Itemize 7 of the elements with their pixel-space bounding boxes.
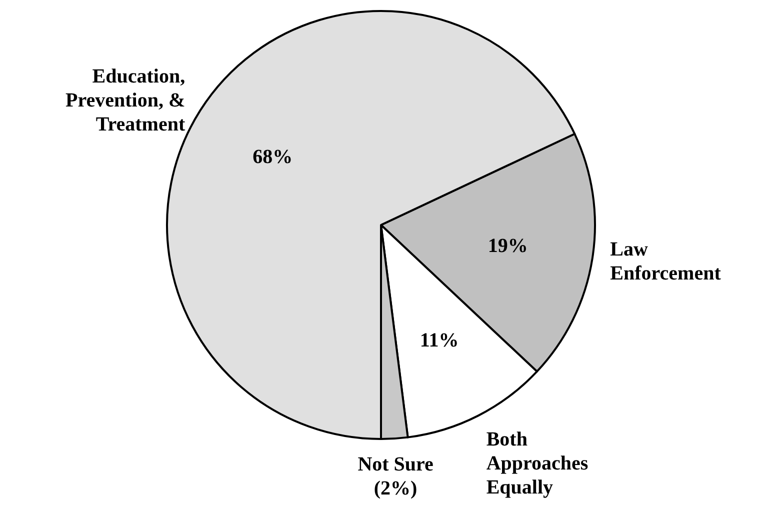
slice-label: Education, Prevention, & Treatment [66, 66, 186, 136]
data-label: 19% [488, 235, 528, 258]
slice-label: Law Enforcement [610, 238, 722, 284]
slice-label: Not Sure (2%) [358, 454, 434, 500]
slice-label: Both Approaches Equally [486, 428, 588, 499]
data-label: 68% [252, 146, 293, 168]
data-label: 11% [420, 329, 459, 352]
